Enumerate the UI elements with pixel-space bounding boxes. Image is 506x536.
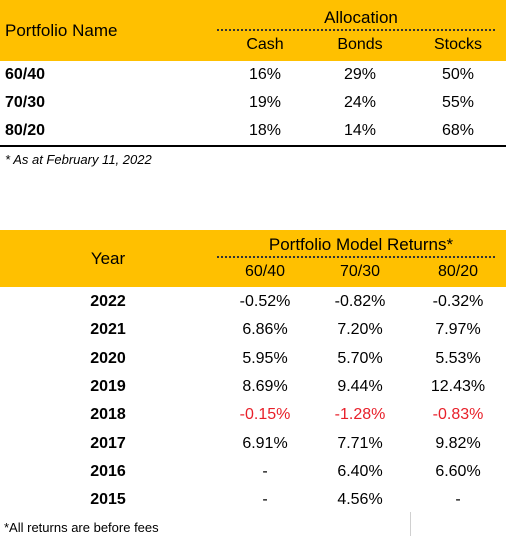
allocation-col-stocks: Stocks (433, 36, 483, 53)
allocation-group-header: Allocation (324, 8, 398, 27)
grid-divider (410, 512, 411, 536)
return-cell: 6.86% (242, 321, 288, 338)
return-cell: 5.95% (242, 350, 288, 367)
return-cell: -0.52% (239, 293, 291, 310)
allocation-cell: 16% (248, 66, 282, 83)
return-cell: - (262, 491, 268, 508)
return-cell: - (262, 463, 268, 480)
portfolio-name-header: Portfolio Name (5, 21, 118, 40)
return-cell: 6.91% (242, 435, 288, 452)
return-cell: 12.43% (430, 378, 486, 395)
year-cell: 2016 (90, 463, 126, 480)
return-cell: -1.28% (334, 406, 386, 423)
allocation-cell: 14% (343, 122, 377, 139)
allocation-bottom-rule (0, 145, 506, 147)
return-cell: 8.69% (242, 378, 288, 395)
returns-footnote: *All returns are before fees (4, 520, 159, 535)
returns-header (0, 230, 506, 287)
return-cell: 7.71% (337, 435, 383, 452)
year-cell: 2017 (90, 435, 126, 452)
return-cell: - (455, 491, 461, 508)
return-cell: 6.60% (435, 463, 481, 480)
portfolio-name-cell: 80/20 (5, 122, 46, 139)
allocation-cell: 29% (343, 66, 377, 83)
year-cell: 2015 (90, 491, 126, 508)
returns-col-70-30: 70/30 (339, 263, 381, 280)
allocation-cell: 68% (441, 122, 475, 139)
return-cell: 9.44% (337, 378, 383, 395)
year-cell: 2021 (90, 321, 126, 338)
allocation-col-bonds: Bonds (337, 36, 383, 53)
return-cell: -0.15% (239, 406, 291, 423)
returns-col-60-40: 60/40 (244, 263, 286, 280)
allocation-cell: 50% (441, 66, 475, 83)
return-cell: -0.82% (334, 293, 386, 310)
allocation-cell: 55% (441, 94, 475, 111)
allocation-cell: 24% (343, 94, 377, 111)
year-cell: 2022 (90, 293, 126, 310)
allocation-col-cash: Cash (246, 36, 284, 53)
return-cell: 7.20% (337, 321, 383, 338)
return-cell: 4.56% (337, 491, 383, 508)
portfolio-name-cell: 60/40 (5, 66, 46, 83)
return-cell: 5.70% (337, 350, 383, 367)
allocation-group-divider (217, 29, 495, 31)
return-cell: -0.83% (432, 406, 484, 423)
year-cell: 2019 (90, 378, 126, 395)
return-cell: 7.97% (435, 321, 481, 338)
return-cell: 9.82% (435, 435, 481, 452)
allocation-footnote: * As at February 11, 2022 (5, 152, 152, 167)
returns-group-divider (217, 256, 495, 258)
returns-col-80-20: 80/20 (437, 263, 479, 280)
return-cell: -0.32% (432, 293, 484, 310)
return-cell: 6.40% (337, 463, 383, 480)
return-cell: 5.53% (435, 350, 481, 367)
allocation-cell: 18% (248, 122, 282, 139)
returns-group-header: Portfolio Model Returns* (268, 235, 454, 254)
portfolio-name-cell: 70/30 (5, 94, 46, 111)
year-header: Year (90, 249, 126, 268)
year-cell: 2020 (90, 350, 126, 367)
year-cell: 2018 (90, 406, 126, 423)
allocation-cell: 19% (248, 94, 282, 111)
